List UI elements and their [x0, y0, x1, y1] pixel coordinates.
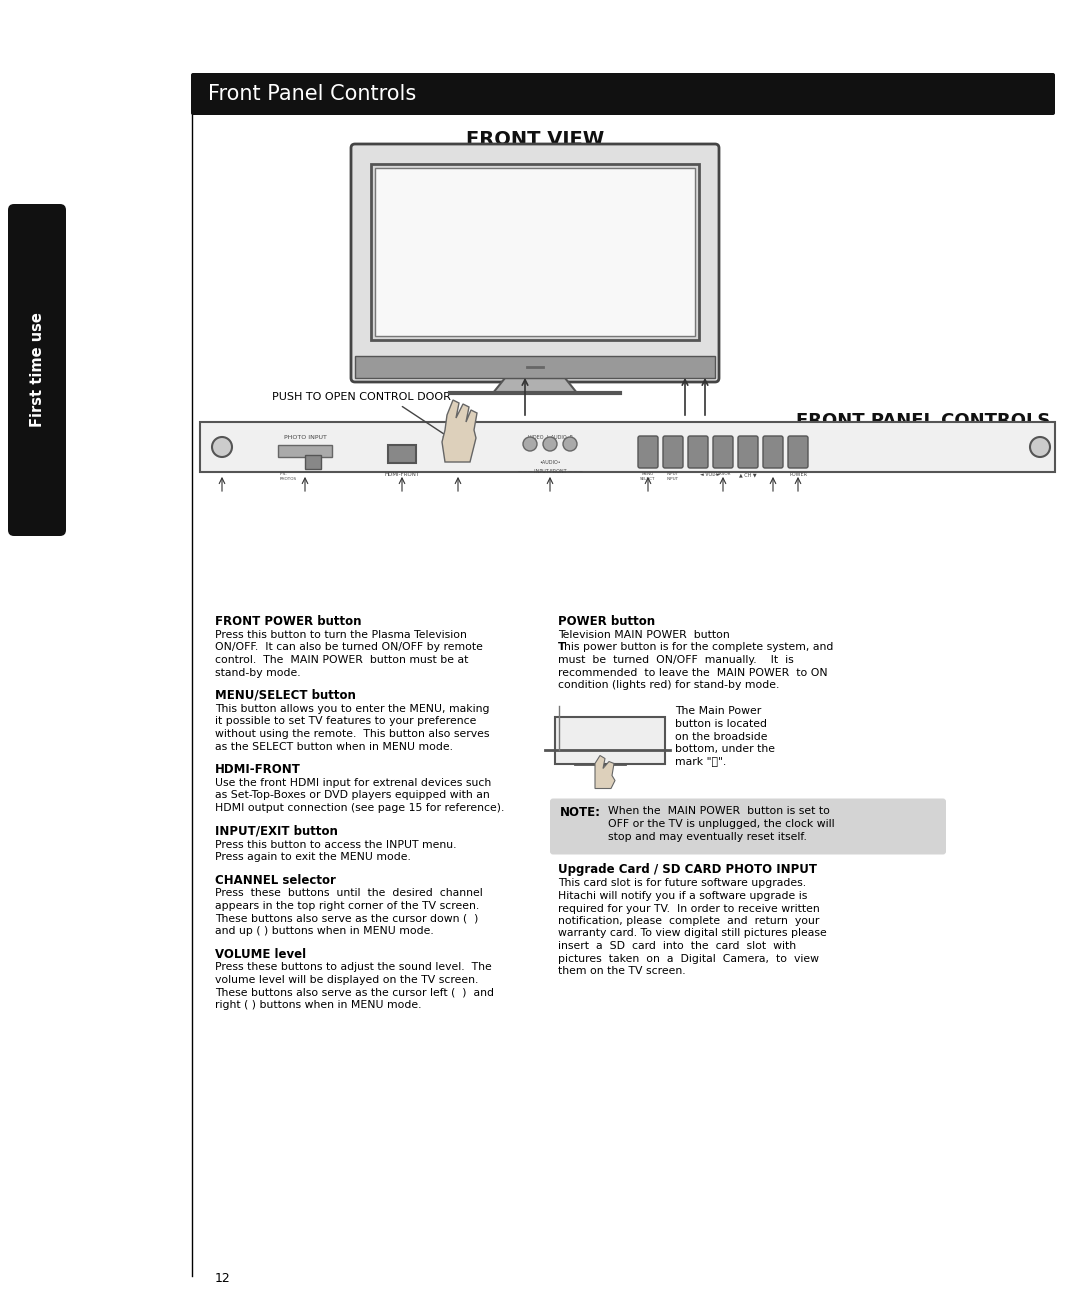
FancyBboxPatch shape — [663, 435, 683, 468]
FancyBboxPatch shape — [191, 73, 1055, 115]
Polygon shape — [595, 756, 615, 788]
Text: FRONT VIEW: FRONT VIEW — [465, 130, 604, 149]
Text: pictures  taken  on  a  Digital  Camera,  to  view: pictures taken on a Digital Camera, to v… — [558, 954, 819, 963]
Text: Hitachi will notify you if a software upgrade is: Hitachi will notify you if a software up… — [558, 892, 808, 901]
FancyBboxPatch shape — [762, 435, 783, 468]
Bar — [355, 356, 715, 378]
Text: Press this button to turn the Plasma Television: Press this button to turn the Plasma Tel… — [215, 630, 467, 640]
Bar — [375, 168, 696, 336]
Text: CURSOR: CURSOR — [714, 472, 732, 476]
FancyBboxPatch shape — [550, 798, 946, 854]
Text: Use the front HDMI input for extrenal devices such: Use the front HDMI input for extrenal de… — [215, 778, 491, 788]
Text: mark "ⓨ".: mark "ⓨ". — [675, 757, 726, 766]
Text: it possible to set TV features to your preference: it possible to set TV features to your p… — [215, 717, 476, 727]
FancyBboxPatch shape — [688, 435, 708, 468]
Text: notification, please  complete  and  return  your: notification, please complete and return… — [558, 916, 820, 927]
Text: ▲ CH ▼: ▲ CH ▼ — [739, 472, 757, 477]
Text: FRONT POWER button: FRONT POWER button — [215, 616, 362, 629]
Text: required for your TV.  In order to receive written: required for your TV. In order to receiv… — [558, 903, 820, 914]
Text: Television MAIN POWER  button: Television MAIN POWER button — [558, 630, 730, 640]
Text: CHANNEL selector: CHANNEL selector — [215, 874, 336, 886]
Text: Press this button to access the INPUT menu.: Press this button to access the INPUT me… — [215, 840, 457, 849]
Text: NOTE:: NOTE: — [561, 806, 600, 819]
Text: without using the remote.  This button also serves: without using the remote. This button al… — [215, 728, 489, 739]
Circle shape — [543, 437, 557, 451]
Bar — [555, 717, 665, 763]
Text: First time use: First time use — [29, 312, 44, 428]
Text: as the SELECT button when in MENU mode.: as the SELECT button when in MENU mode. — [215, 741, 453, 752]
Text: HDMI output connection (see page 15 for reference).: HDMI output connection (see page 15 for … — [215, 804, 504, 813]
Text: IPS-
PHOTOS: IPS- PHOTOS — [280, 472, 297, 481]
Text: stop and may eventually reset itself.: stop and may eventually reset itself. — [608, 832, 807, 841]
Text: ON/OFF.  It can also be turned ON/OFF by remote: ON/OFF. It can also be turned ON/OFF by … — [215, 643, 483, 652]
Text: This card slot is for future software upgrades.: This card slot is for future software up… — [558, 879, 806, 889]
Text: as Set-Top-Boxes or DVD players equipped with an: as Set-Top-Boxes or DVD players equipped… — [215, 791, 489, 801]
FancyBboxPatch shape — [713, 435, 733, 468]
Text: Press again to exit the MENU mode.: Press again to exit the MENU mode. — [215, 851, 410, 862]
Text: stand-by mode.: stand-by mode. — [215, 667, 300, 678]
Text: VIDEO  L AUDIO  R: VIDEO L AUDIO R — [527, 435, 572, 441]
Text: ◄ VOL ►: ◄ VOL ► — [700, 472, 720, 477]
Text: warranty card. To view digital still pictures please: warranty card. To view digital still pic… — [558, 928, 827, 938]
Text: HDMI-FRONT: HDMI-FRONT — [384, 472, 419, 477]
Text: When the  MAIN POWER  button is set to: When the MAIN POWER button is set to — [608, 806, 829, 816]
Polygon shape — [492, 378, 577, 393]
Text: his power button is for the complete system, and: his power button is for the complete sys… — [564, 643, 834, 652]
Text: Press  these  buttons  until  the  desired  channel: Press these buttons until the desired ch… — [215, 889, 483, 898]
Text: POWER: POWER — [789, 472, 807, 477]
Text: FRONT PANEL CONTROLS: FRONT PANEL CONTROLS — [796, 412, 1050, 430]
Text: and up ( ) buttons when in MENU mode.: and up ( ) buttons when in MENU mode. — [215, 927, 434, 936]
Circle shape — [1030, 437, 1050, 457]
Polygon shape — [442, 400, 477, 461]
Text: on the broadside: on the broadside — [675, 731, 768, 741]
Text: recommended  to leave the  MAIN POWER  to ON: recommended to leave the MAIN POWER to O… — [558, 667, 827, 678]
Text: MENU
SELECT: MENU SELECT — [640, 472, 656, 481]
FancyBboxPatch shape — [738, 435, 758, 468]
Text: OFF or the TV is unplugged, the clock will: OFF or the TV is unplugged, the clock wi… — [608, 819, 835, 829]
Text: Upgrade Card / SD CARD PHOTO INPUT: Upgrade Card / SD CARD PHOTO INPUT — [558, 863, 816, 876]
Text: button is located: button is located — [675, 719, 767, 728]
Text: insert  a  SD  card  into  the  card  slot  with: insert a SD card into the card slot with — [558, 941, 796, 951]
Circle shape — [212, 437, 232, 457]
Bar — [305, 455, 321, 469]
Bar — [278, 445, 332, 457]
Text: must  be  turned  ON/OFF  manually.    It  is: must be turned ON/OFF manually. It is — [558, 654, 794, 665]
Bar — [388, 445, 416, 463]
Text: These buttons also serve as the cursor left (  )  and: These buttons also serve as the cursor l… — [215, 988, 494, 998]
Text: T: T — [558, 643, 566, 652]
Text: Front Panel Controls: Front Panel Controls — [208, 84, 416, 104]
Text: PHOTO INPUT: PHOTO INPUT — [284, 435, 326, 441]
Text: appears in the top right corner of the TV screen.: appears in the top right corner of the T… — [215, 901, 480, 911]
Circle shape — [523, 437, 537, 451]
Text: condition (lights red) for stand-by mode.: condition (lights red) for stand-by mode… — [558, 680, 780, 689]
Text: VOLUME level: VOLUME level — [215, 947, 306, 960]
Text: ——— INPUT-FRONT ———: ——— INPUT-FRONT ——— — [517, 469, 582, 474]
Text: bottom, under the: bottom, under the — [675, 744, 775, 754]
Text: HDMI-FRONT: HDMI-FRONT — [215, 763, 301, 776]
Text: Press these buttons to adjust the sound level.  The: Press these buttons to adjust the sound … — [215, 963, 491, 972]
Bar — [200, 422, 1055, 472]
Text: This button allows you to enter the MENU, making: This button allows you to enter the MENU… — [215, 704, 489, 714]
Bar — [372, 165, 699, 340]
FancyBboxPatch shape — [351, 144, 719, 382]
Circle shape — [563, 437, 577, 451]
Text: The Main Power: The Main Power — [675, 706, 761, 717]
Text: volume level will be displayed on the TV screen.: volume level will be displayed on the TV… — [215, 975, 478, 985]
Text: These buttons also serve as the cursor down (  ): These buttons also serve as the cursor d… — [215, 914, 478, 924]
Text: control.  The  MAIN POWER  button must be at: control. The MAIN POWER button must be a… — [215, 654, 469, 665]
Text: •AUDIO•: •AUDIO• — [539, 460, 561, 465]
Text: PUSH TO OPEN CONTROL DOOR: PUSH TO OPEN CONTROL DOOR — [272, 391, 450, 402]
Circle shape — [446, 435, 470, 459]
FancyBboxPatch shape — [788, 435, 808, 468]
Text: INPUT
INPUT: INPUT INPUT — [667, 472, 679, 481]
Text: MENU/SELECT button: MENU/SELECT button — [215, 689, 356, 702]
Text: POWER button: POWER button — [558, 616, 656, 629]
FancyBboxPatch shape — [8, 203, 66, 537]
FancyBboxPatch shape — [638, 435, 658, 468]
Text: right ( ) buttons when in MENU mode.: right ( ) buttons when in MENU mode. — [215, 1001, 421, 1010]
Text: them on the TV screen.: them on the TV screen. — [558, 966, 686, 976]
Text: INPUT/EXIT button: INPUT/EXIT button — [215, 824, 338, 837]
Text: 12: 12 — [215, 1271, 231, 1286]
